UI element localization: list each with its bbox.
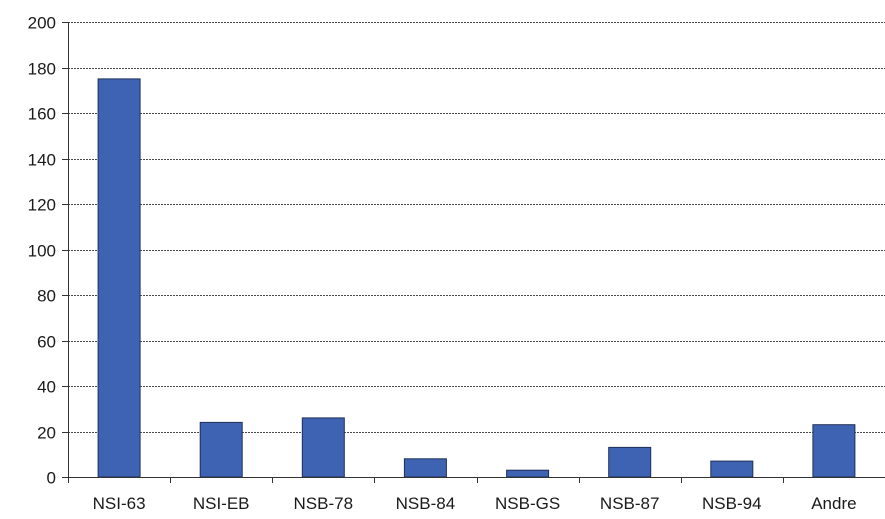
- x-category-label: NSI-63: [93, 494, 146, 513]
- y-tick-label: 140: [28, 151, 56, 170]
- y-tick-label: 100: [28, 242, 56, 261]
- y-tick-label: 40: [37, 378, 56, 397]
- bar-series: [97, 78, 856, 478]
- x-category-label: NSB-87: [600, 494, 660, 513]
- y-tick-label: 120: [28, 196, 56, 215]
- x-category-label: NSB-84: [396, 494, 456, 513]
- y-tick-label: 180: [28, 60, 56, 79]
- y-tick-label: 60: [37, 333, 56, 352]
- bar-nsb-78: [301, 417, 345, 478]
- x-category-label: NSB-94: [702, 494, 762, 513]
- x-category-label: Andre: [811, 494, 856, 513]
- bar-nsi-eb: [199, 421, 243, 478]
- bar-nsi-63: [97, 78, 141, 478]
- y-axis-tick-labels: 0 20 40 60 80 100 120 140 160 180 200: [28, 14, 56, 488]
- bar-nsb-gs: [506, 469, 550, 478]
- bar-andre: [812, 424, 856, 478]
- x-category-label: NSB-GS: [495, 494, 560, 513]
- bar-nsb-87: [608, 446, 652, 478]
- y-tick-label: 160: [28, 105, 56, 124]
- bar-nsb-94: [710, 460, 754, 478]
- y-tick-label: 0: [47, 469, 56, 488]
- bar-nsb-84: [403, 458, 447, 478]
- x-axis-category-labels: NSI-63 NSI-EB NSB-78 NSB-84 NSB-GS NSB-87 NSB-…: [93, 494, 857, 513]
- gridlines: [68, 22, 885, 433]
- y-tick-label: 20: [37, 424, 56, 443]
- x-category-label: NSI-EB: [193, 494, 250, 513]
- y-tick-label: 200: [28, 14, 56, 33]
- axes: [62, 22, 885, 483]
- x-category-label: NSB-78: [294, 494, 354, 513]
- y-tick-label: 80: [37, 287, 56, 306]
